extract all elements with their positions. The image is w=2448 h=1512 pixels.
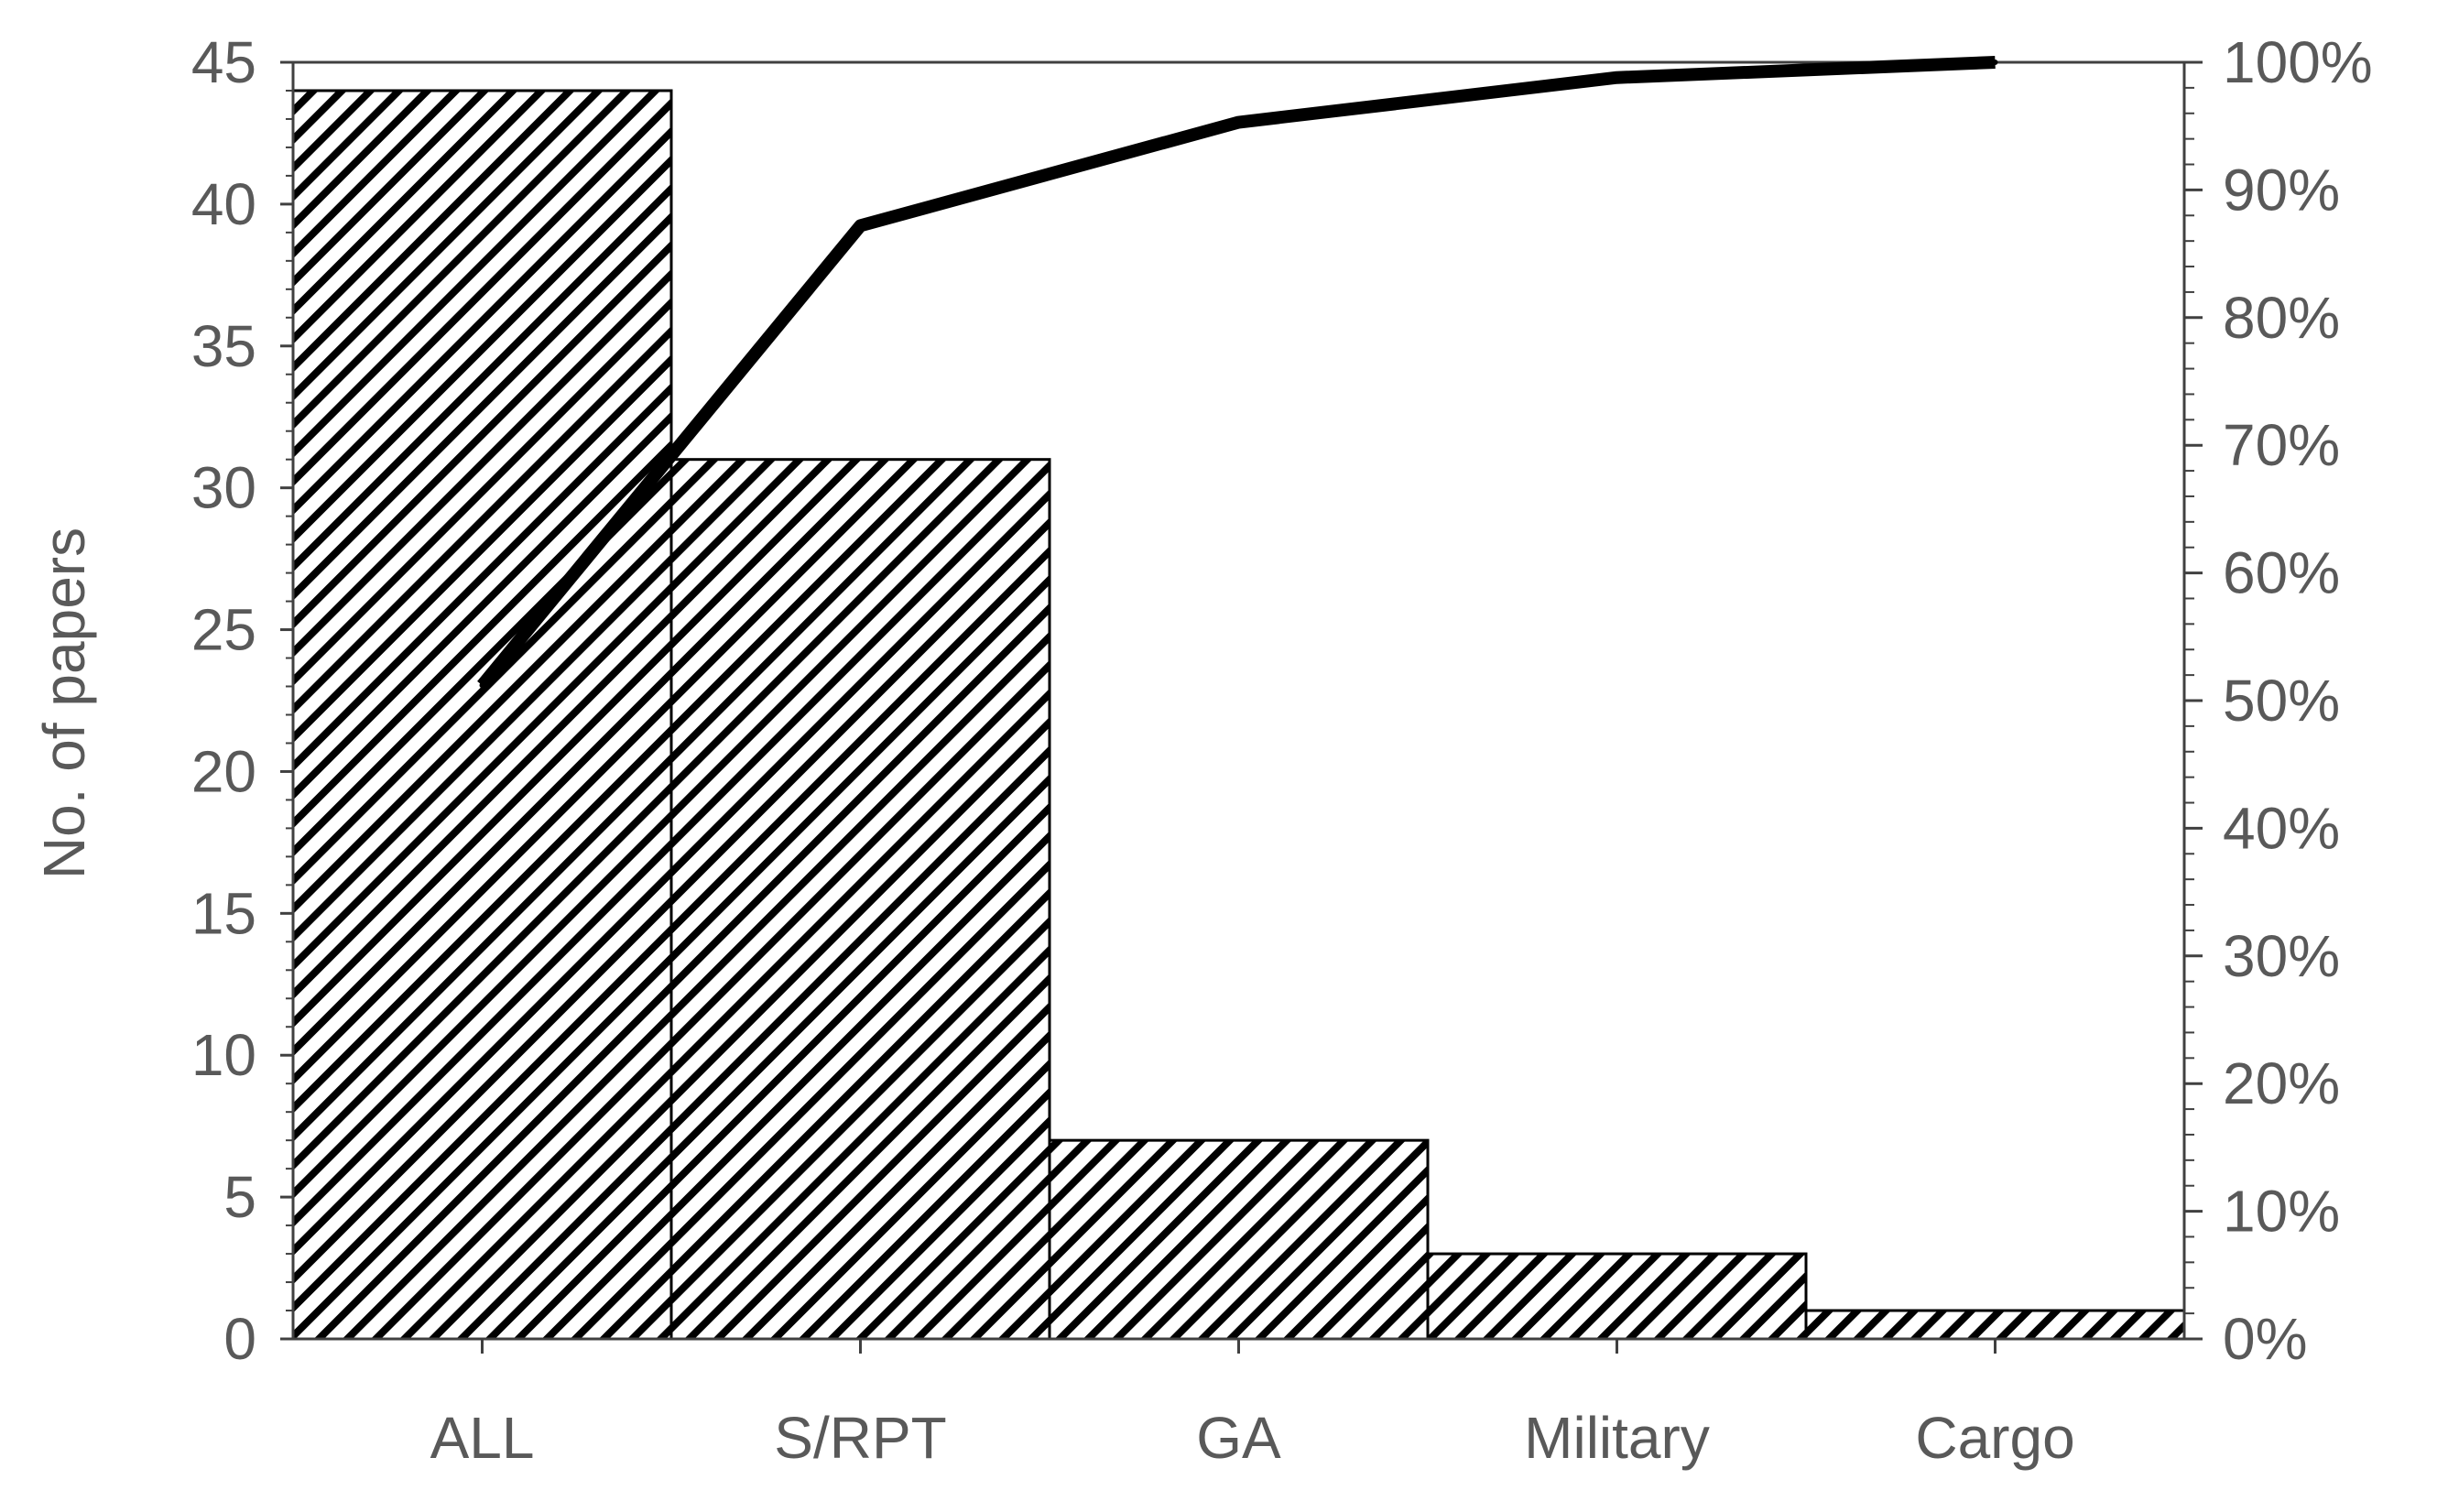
y2-tick-label: 90% [2223,157,2340,223]
cumulative-line-layer [477,56,1998,690]
bar [669,458,1051,1341]
y-tick-label: 15 [191,880,256,946]
y-tick-label: 20 [191,738,256,804]
y-tick-label: 5 [223,1164,256,1230]
y-tick-label: 40 [191,171,256,237]
bar [1048,1138,1430,1341]
y-tick-label: 35 [191,313,256,379]
y2-tick-label: 10% [2223,1179,2340,1245]
y2-tick-label: 40% [2223,795,2340,861]
bar [1426,1252,1808,1341]
bar [291,89,673,1341]
x-tick-label: GA [1196,1405,1281,1471]
y2-tick-label: 100% [2223,29,2373,95]
labels-layer: 0 5 10 15 20 25 30 35 40 45 0% 10% 20% 30% 40% 50% 60% 70… [191,29,2373,1471]
x-tick-label: Military [1524,1405,1710,1471]
y2-tick-label: 60% [2223,540,2340,606]
y-tick-label: 30 [191,455,256,521]
y-tick-label: 10 [191,1022,256,1088]
y2-tick-label: 30% [2223,923,2340,989]
cumulative-point [857,223,864,229]
y2-tick-label: 0% [2223,1306,2308,1372]
cumulative-point [1235,119,1242,125]
y-tick-label: 25 [191,597,256,663]
y2-tick-label: 80% [2223,285,2340,351]
y2-tick-label: 50% [2223,668,2340,734]
bars-layer [291,89,2186,1341]
y-axis-title: No. of papers [31,528,97,879]
cumulative-point [1614,74,1620,81]
y2-tick-label: 20% [2223,1050,2340,1116]
bar [1804,1309,2186,1341]
y-tick-label: 0 [223,1306,256,1372]
cumulative-point [479,682,485,689]
y2-tick-label: 70% [2223,412,2340,478]
y-tick-label: 45 [191,29,256,95]
x-tick-label: Cargo [1915,1405,2074,1471]
cumulative-point [1992,60,1998,65]
x-tick-label: ALL [430,1405,535,1471]
x-tick-label: S/RPT [774,1405,946,1471]
